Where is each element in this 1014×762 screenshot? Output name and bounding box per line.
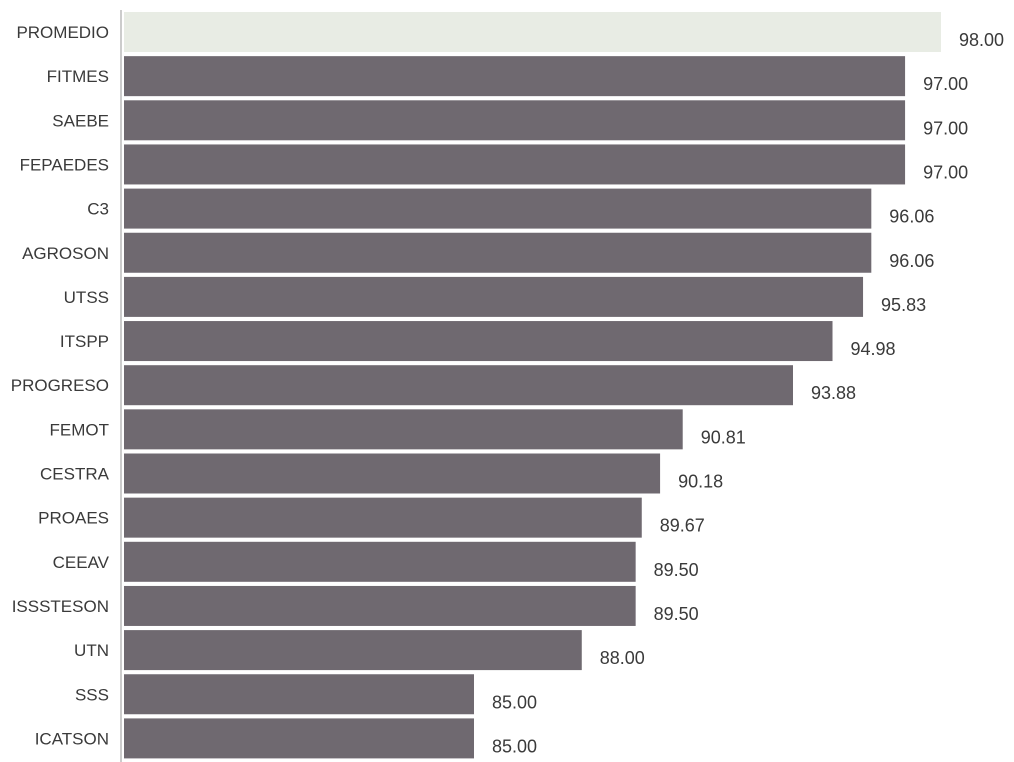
value-label-icatson: 85.00 [492,736,537,756]
category-label-utss: UTSS [64,288,109,307]
value-label-fepaedes: 97.00 [923,162,968,182]
bar-promedio [124,12,941,52]
category-label-itspp: ITSPP [60,332,109,351]
category-label-cestra: CESTRA [40,465,110,484]
value-label-saebe: 97.00 [923,118,968,138]
value-label-utn: 88.00 [600,648,645,668]
category-label-icatson: ICATSON [35,729,109,748]
value-label-itspp: 94.98 [851,339,896,359]
category-label-isssteson: ISSSTESON [12,597,109,616]
category-label-fepaedes: FEPAEDES [20,155,109,174]
bar-utn [124,630,582,671]
bar-itspp [124,321,833,362]
category-labels-layer: PROMEDIO FITMES SAEBE FEPAEDES C3 AGROSON UTSS… [11,23,110,748]
bar-proaes [124,497,642,538]
value-label-progreso: 93.88 [811,383,856,403]
bar-cestra [124,453,661,494]
value-label-c3: 96.06 [889,207,934,227]
value-label-ceeav: 89.50 [654,560,699,580]
bar-saebe [124,100,906,141]
category-label-ceeav: CEEAV [53,553,110,572]
bar-femot [124,409,683,450]
bar-c3 [124,188,872,229]
value-label-proaes: 89.67 [660,516,705,536]
bar-fitmes [124,56,906,97]
category-label-progreso: PROGRESO [11,376,109,395]
bar-fepaedes [124,144,906,185]
category-label-agroson: AGROSON [22,244,109,263]
category-label-proaes: PROAES [38,509,109,528]
bar-isssteson [124,585,636,626]
bar-agroson [124,232,872,273]
value-label-utss: 95.83 [881,295,926,315]
value-label-cestra: 90.18 [678,472,723,492]
category-label-promedio: PROMEDIO [16,23,109,42]
bar-utss [124,276,864,317]
bar-sss [124,674,474,715]
value-label-promedio: 98.00 [959,30,1004,50]
value-label-fitmes: 97.00 [923,74,968,94]
value-labels-layer: 98.00 97.00 97.00 97.00 96.06 96.06 95.83 94.98… [492,30,1004,756]
category-label-saebe: SAEBE [52,111,109,130]
bar-progreso [124,365,793,406]
value-label-agroson: 96.06 [889,251,934,271]
value-label-isssteson: 89.50 [654,604,699,624]
bar-ceeav [124,541,636,582]
category-label-femot: FEMOT [50,420,110,439]
category-label-fitmes: FITMES [47,67,109,86]
bar-icatson [124,718,474,759]
bars-layer [124,12,941,759]
value-label-femot: 90.81 [701,427,746,447]
category-label-c3: C3 [87,200,109,219]
value-label-sss: 85.00 [492,692,537,712]
category-label-sss: SSS [75,685,109,704]
category-label-utn: UTN [74,641,109,660]
